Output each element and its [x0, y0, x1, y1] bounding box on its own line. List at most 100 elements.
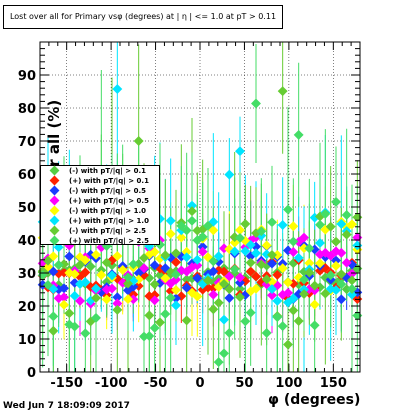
data-point: [293, 252, 304, 263]
legend: (-) with pT/|q| > 0.1 (+) with pT/|q| > …: [40, 165, 160, 246]
legend-entry: (+) with pT/|q| > 2.5: [41, 235, 159, 246]
legend-label: (-) with pT/|q| > 2.5: [69, 227, 146, 235]
legend-label: (+) with pT/|q| > 0.5: [69, 197, 149, 205]
data-point: [155, 317, 165, 328]
y-tick-label: 90: [18, 69, 36, 84]
data-point: [293, 316, 304, 326]
data-point: [336, 279, 347, 290]
legend-marker: [49, 235, 60, 246]
y-tick-label: 40: [18, 234, 36, 249]
legend-marker: [49, 225, 60, 236]
data-point: [245, 257, 256, 268]
data-point: [320, 208, 331, 219]
data-point: [277, 86, 288, 97]
data-point: [224, 327, 235, 338]
data-point: [267, 217, 277, 228]
data-point: [128, 259, 139, 270]
data-point: [208, 266, 219, 277]
data-point: [208, 304, 219, 315]
data-point: [128, 294, 139, 305]
data-point: [251, 98, 261, 109]
data-point: [347, 275, 357, 286]
data-point: [165, 215, 176, 226]
data-point: [341, 209, 352, 220]
y-tick-label: 20: [18, 300, 36, 315]
data-point: [267, 290, 277, 301]
data-point: [112, 251, 123, 261]
y-tick-label: 60: [18, 168, 36, 183]
data-point: [80, 328, 91, 339]
data-point: [256, 226, 267, 237]
data-point: [240, 218, 251, 229]
data-point: [261, 274, 272, 285]
data-point: [229, 264, 240, 275]
data-point: [149, 247, 160, 257]
data-point: [283, 339, 293, 350]
data-point: [341, 229, 352, 240]
data-point: [197, 246, 208, 257]
data-point: [213, 357, 224, 368]
data-point: [267, 258, 277, 269]
data-point: [149, 295, 160, 306]
legend-entry: (+) with pT/|q| > 1.0: [41, 215, 159, 226]
data-point: [144, 331, 155, 342]
data-point: [245, 239, 256, 250]
data-point: [171, 285, 181, 295]
y-tick-label: 30: [18, 267, 36, 282]
data-point: [229, 246, 240, 257]
data-point: [251, 271, 261, 282]
data-point: [341, 257, 352, 268]
legend-label: (+) with pT/|q| > 1.0: [69, 217, 149, 225]
data-point: [288, 305, 299, 316]
data-point: [235, 277, 245, 288]
y-tick-label: 10: [18, 333, 36, 348]
data-point: [336, 294, 347, 305]
legend-label: (-) with pT/|q| > 0.5: [69, 187, 146, 195]
data-point: [139, 253, 149, 263]
legend-entry: (-) with pT/|q| > 2.5: [41, 225, 159, 236]
data-point: [112, 84, 123, 94]
legend-entry: (+) with pT/|q| > 0.5: [41, 195, 159, 206]
legend-entry: (-) with pT/|q| > 1.0: [41, 205, 159, 216]
legend-label: (-) with pT/|q| > 0.1: [69, 167, 146, 175]
data-point: [160, 273, 171, 284]
x-tick-label: -150: [50, 376, 83, 391]
data-point: [336, 269, 347, 280]
data-point: [203, 220, 213, 231]
data-point: [315, 258, 325, 269]
data-point: [331, 255, 341, 266]
data-point: [304, 267, 315, 278]
data-point: [181, 282, 192, 293]
legend-label: (+) with pT/|q| > 2.5: [69, 237, 149, 245]
data-point: [112, 304, 123, 315]
data-point: [213, 251, 224, 262]
data-point: [277, 263, 288, 274]
data-point: [181, 252, 192, 263]
data-point: [219, 314, 229, 325]
data-point: [320, 288, 331, 299]
legend-entry: (-) with pT/|q| > 0.1: [41, 165, 159, 176]
data-point: [272, 269, 283, 280]
data-point: [272, 295, 283, 306]
data-point: [165, 228, 176, 239]
data-point: [267, 284, 277, 295]
data-point: [309, 299, 320, 310]
data-point: [261, 328, 272, 338]
data-point: [149, 279, 160, 290]
data-point: [277, 220, 288, 230]
data-point: [235, 272, 245, 283]
data-point: [256, 259, 267, 270]
data-point: [181, 246, 192, 257]
timestamp: Wed Jun 7 18:09:09 2017: [3, 401, 130, 411]
x-tick-label: 0: [195, 376, 204, 391]
data-point: [251, 248, 261, 259]
y-tick-label: 80: [18, 102, 36, 117]
data-point: [288, 293, 299, 304]
data-point: [341, 284, 352, 295]
data-point: [224, 169, 235, 180]
data-point: [299, 274, 309, 285]
data-point: [331, 236, 341, 247]
data-point: [149, 290, 160, 301]
data-point: [149, 260, 160, 271]
data-point: [245, 307, 256, 318]
